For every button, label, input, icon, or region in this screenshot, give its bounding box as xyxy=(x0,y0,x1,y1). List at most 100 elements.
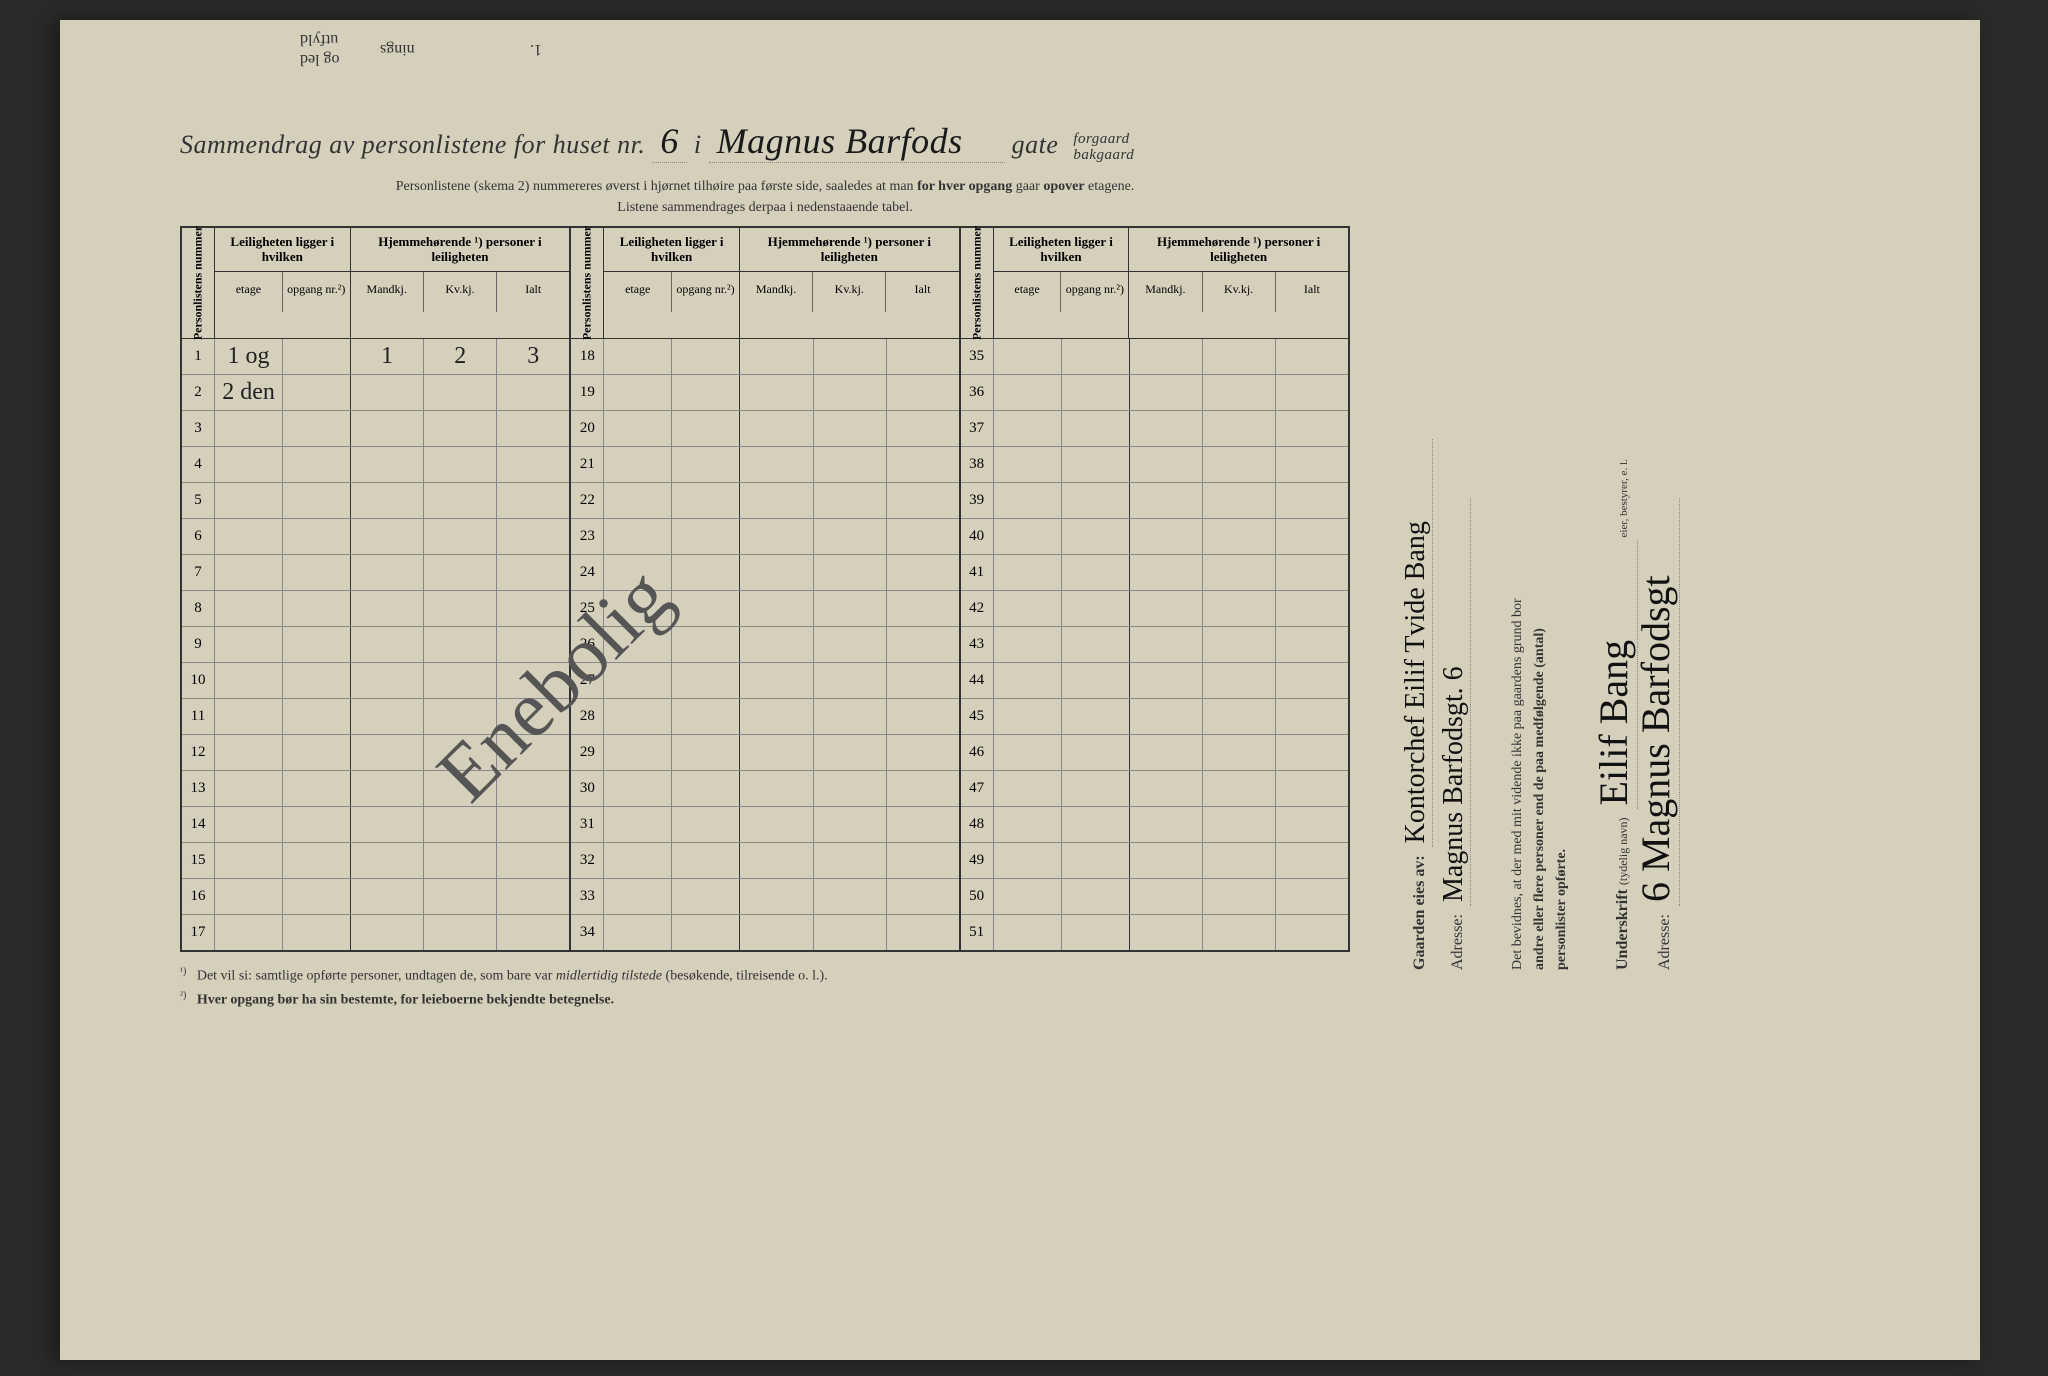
table-row: 28 xyxy=(571,699,958,735)
cell-ialt xyxy=(1276,411,1348,446)
row-number: 4 xyxy=(182,447,215,482)
cell-mandkj xyxy=(1130,519,1203,554)
sub-etage: etage xyxy=(604,272,672,312)
row-number: 14 xyxy=(182,807,215,842)
row-number: 36 xyxy=(961,375,994,410)
cell-ialt xyxy=(1276,807,1348,842)
group-title: Leiligheten ligger i hvilken xyxy=(994,228,1129,272)
title-line: Sammendrag av personlistene for huset nr… xyxy=(180,120,1350,164)
cell-mandkj xyxy=(1130,411,1203,446)
cell-ialt xyxy=(887,699,959,734)
cell-kvkj xyxy=(814,447,887,482)
table-row: 30 xyxy=(571,771,958,807)
row-number: 35 xyxy=(961,339,994,374)
col-personlistens-nummer: Personlistens nummer xyxy=(182,228,215,338)
cell-ialt xyxy=(1276,339,1348,374)
table-row: 47 xyxy=(961,771,1348,807)
table-row: 49 xyxy=(961,843,1348,879)
cell-etage xyxy=(215,771,283,806)
row-number: 6 xyxy=(182,519,215,554)
cell-mandkj xyxy=(740,807,813,842)
cell-opgang xyxy=(672,447,740,482)
table-row: 11 og123 xyxy=(182,339,569,375)
cell-etage xyxy=(215,591,283,626)
table-row: 22 den xyxy=(182,375,569,411)
cell-etage xyxy=(215,627,283,662)
street-name: Magnus Barfods xyxy=(709,120,1005,163)
row-number: 46 xyxy=(961,735,994,770)
underskrift-note: (tydelig navn) xyxy=(1616,817,1630,885)
cell-ialt xyxy=(887,771,959,806)
adresse2-value: 6 Magnus Barfodsgt xyxy=(1632,498,1680,906)
cell-etage xyxy=(994,879,1062,914)
cell-kvkj xyxy=(424,735,497,770)
row-number: 48 xyxy=(961,807,994,842)
table-row: 25 xyxy=(571,591,958,627)
row-number: 19 xyxy=(571,375,604,410)
cell-opgang xyxy=(283,411,351,446)
row-number: 8 xyxy=(182,591,215,626)
underskrift: Underskrift (tydelig navn) Eilif Bang ei… xyxy=(1590,459,1638,970)
row-number: 40 xyxy=(961,519,994,554)
cell-mandkj xyxy=(1130,735,1203,770)
cell-opgang xyxy=(672,591,740,626)
cell-mandkj xyxy=(740,375,813,410)
cell-opgang xyxy=(283,483,351,518)
adresse-2: Adresse: 6 Magnus Barfodsgt xyxy=(1632,498,1680,970)
cell-kvkj xyxy=(1203,411,1276,446)
row-number: 44 xyxy=(961,663,994,698)
cell-mandkj xyxy=(740,627,813,662)
row-number: 18 xyxy=(571,339,604,374)
cell-kvkj xyxy=(424,663,497,698)
cell-mandkj xyxy=(351,699,424,734)
summary-table: Personlistens nummer Leiligheten ligger i… xyxy=(180,226,1350,952)
cell-opgang xyxy=(672,663,740,698)
cell-kvkj xyxy=(814,735,887,770)
main-content: Sammendrag av personlistene for huset nr… xyxy=(180,120,1350,1012)
cell-kvkj xyxy=(424,591,497,626)
cell-mandkj xyxy=(740,519,813,554)
cell-etage xyxy=(604,375,672,410)
table-row: 31 xyxy=(571,807,958,843)
row-number: 11 xyxy=(182,699,215,734)
cell-ialt xyxy=(1276,627,1348,662)
table-row: 36 xyxy=(961,375,1348,411)
adresse-1: Adresse: Magnus Barfodsgt. 6 xyxy=(1438,498,1471,970)
cell-kvkj xyxy=(1203,843,1276,878)
table-row: 18 xyxy=(571,339,958,375)
cell-mandkj xyxy=(351,555,424,590)
cell-kvkj xyxy=(1203,663,1276,698)
row-number: 43 xyxy=(961,627,994,662)
cell-kvkj xyxy=(814,555,887,590)
cell-etage xyxy=(994,447,1062,482)
table-row: 5 xyxy=(182,483,569,519)
cell-etage xyxy=(215,699,283,734)
cell-etage xyxy=(994,519,1062,554)
data-rows: 3536373839404142434445464748495051 xyxy=(961,339,1348,950)
cell-mandkj xyxy=(740,447,813,482)
cell-mandkj xyxy=(351,627,424,662)
row-number: 30 xyxy=(571,771,604,806)
cell-opgang xyxy=(672,555,740,590)
row-number: 50 xyxy=(961,879,994,914)
subtitle-part3: etagene. xyxy=(1085,179,1135,194)
cell-opgang xyxy=(283,735,351,770)
cell-kvkj xyxy=(1203,339,1276,374)
sub-kvkj: Kv.kj. xyxy=(424,272,497,312)
sub-etage: etage xyxy=(215,272,283,312)
cell-opgang xyxy=(672,699,740,734)
cell-ialt xyxy=(497,879,569,914)
data-rows: 11 og12322 den34567891011121314151617 xyxy=(182,339,569,950)
table-header: Personlistens nummerLeiligheten ligger i… xyxy=(961,228,1348,339)
sub-mandkj: Mandkj. xyxy=(740,272,813,312)
table-row: 46 xyxy=(961,735,1348,771)
cell-etage xyxy=(994,771,1062,806)
table-row: 21 xyxy=(571,447,958,483)
cell-etage xyxy=(215,447,283,482)
cell-ialt xyxy=(1276,375,1348,410)
cell-opgang xyxy=(283,339,351,374)
cell-mandkj xyxy=(740,663,813,698)
cell-kvkj xyxy=(814,375,887,410)
cell-opgang xyxy=(283,771,351,806)
cell-mandkj xyxy=(740,411,813,446)
